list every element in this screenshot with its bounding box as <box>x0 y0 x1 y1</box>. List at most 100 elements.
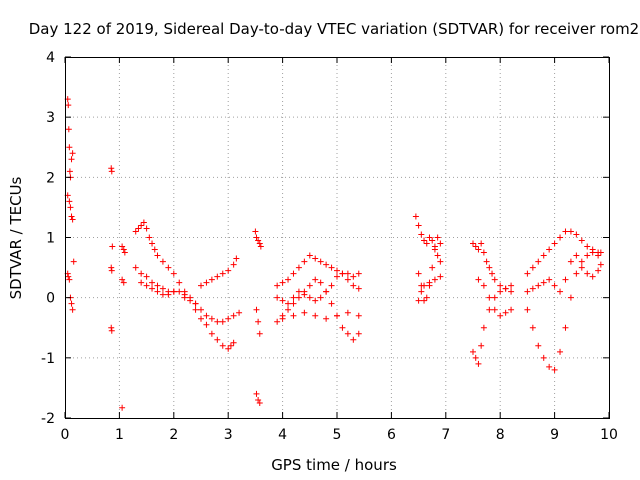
data-point <box>502 309 509 316</box>
x-axis-label: GPS time / hours <box>271 456 397 474</box>
data-point <box>344 276 351 283</box>
data-point <box>203 312 210 319</box>
data-point <box>497 312 504 319</box>
data-point <box>225 315 232 322</box>
data-point <box>143 225 150 232</box>
data-point <box>412 213 419 220</box>
data-point <box>274 282 281 289</box>
data-point <box>149 279 156 286</box>
data-point <box>431 276 438 283</box>
data-point <box>557 348 564 355</box>
data-point <box>69 150 76 157</box>
data-point <box>489 270 496 277</box>
data-point <box>595 249 602 256</box>
data-point <box>69 306 76 313</box>
data-point <box>475 360 482 367</box>
data-point <box>108 267 115 274</box>
data-point <box>154 252 161 259</box>
data-point <box>165 291 172 298</box>
data-point <box>470 348 476 355</box>
data-point <box>480 324 487 331</box>
x-tick-label: 2 <box>169 427 178 443</box>
data-point <box>328 264 335 271</box>
data-point <box>415 297 422 304</box>
data-point <box>524 306 531 313</box>
series-s5 <box>132 219 237 352</box>
data-point <box>584 243 591 250</box>
data-point <box>323 315 330 322</box>
data-point <box>149 240 156 247</box>
data-point <box>529 285 536 292</box>
data-point <box>256 399 263 406</box>
data-point <box>203 321 210 328</box>
data-point <box>143 273 150 280</box>
x-tick-label: 9 <box>550 427 559 443</box>
series-s9 <box>274 252 362 289</box>
data-points <box>64 96 604 411</box>
data-point <box>65 126 72 133</box>
data-point <box>423 294 430 301</box>
data-point <box>573 252 580 259</box>
data-point <box>584 270 591 277</box>
data-point <box>421 237 428 244</box>
data-point <box>317 294 324 301</box>
data-point <box>225 345 232 352</box>
data-point <box>429 264 436 271</box>
x-tick-label: 6 <box>387 427 396 443</box>
data-point <box>255 396 262 403</box>
data-point <box>472 243 479 250</box>
data-point <box>256 240 263 247</box>
data-point <box>567 294 574 301</box>
data-point <box>192 306 199 313</box>
data-point <box>317 279 324 286</box>
data-point <box>253 306 260 313</box>
data-point <box>233 255 240 262</box>
data-point <box>181 294 188 301</box>
data-point <box>426 234 433 241</box>
x-tick-label: 10 <box>600 427 618 443</box>
data-point <box>119 243 126 250</box>
data-point <box>491 294 498 301</box>
y-axis-label: SDTVAR / TECUs <box>7 176 25 299</box>
data-point <box>295 288 302 295</box>
data-point <box>208 330 215 337</box>
data-point <box>295 264 302 271</box>
data-point <box>135 225 142 232</box>
data-point <box>219 270 226 277</box>
data-point <box>121 249 128 256</box>
y-tick-label: 2 <box>46 170 55 186</box>
data-point <box>317 258 324 265</box>
data-point <box>253 234 260 241</box>
data-point <box>480 282 487 289</box>
data-point <box>524 270 531 277</box>
series-s16 <box>470 240 515 292</box>
data-point <box>540 279 547 286</box>
data-point <box>225 267 232 274</box>
data-point <box>69 216 76 223</box>
data-point <box>274 294 281 301</box>
data-point <box>508 306 515 313</box>
data-point <box>109 243 116 250</box>
data-point <box>138 222 145 229</box>
data-point <box>423 240 430 247</box>
data-point <box>535 342 542 349</box>
data-point <box>256 330 263 337</box>
data-point <box>306 282 313 289</box>
data-point <box>567 258 574 265</box>
data-point <box>578 258 585 265</box>
data-point <box>429 237 436 244</box>
data-point <box>140 219 147 226</box>
series-s3 <box>108 165 116 334</box>
y-tick-label: 4 <box>46 50 55 66</box>
data-point <box>66 198 73 205</box>
data-point <box>339 324 346 331</box>
data-point <box>301 291 308 298</box>
data-point <box>418 231 425 238</box>
y-tick-label: 3 <box>46 110 55 126</box>
data-point <box>589 273 596 280</box>
chart-title: Day 122 of 2019, Sidereal Day-to-day VTE… <box>29 20 639 38</box>
data-point <box>328 282 335 289</box>
data-point <box>192 300 199 307</box>
data-point <box>334 312 340 319</box>
data-point <box>312 297 319 304</box>
